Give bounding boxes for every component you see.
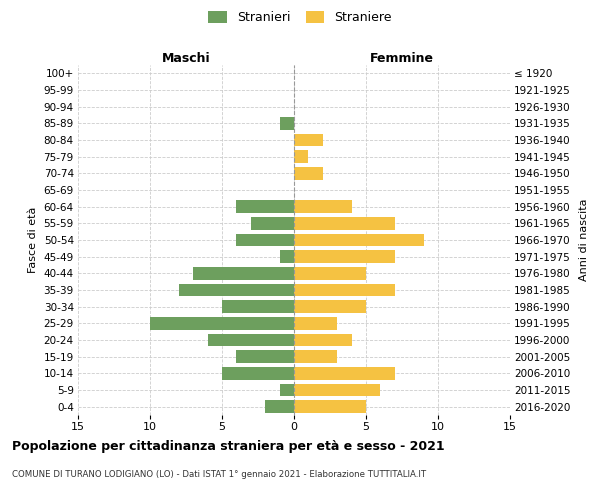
Bar [294,134,323,146]
Bar [280,117,294,130]
Legend: Stranieri, Straniere: Stranieri, Straniere [208,11,392,24]
Bar [294,350,337,363]
Text: Popolazione per cittadinanza straniera per età e sesso - 2021: Popolazione per cittadinanza straniera p… [12,440,445,453]
Bar [222,300,294,313]
Bar [294,250,395,263]
Bar [294,200,352,213]
Bar [294,367,395,380]
Bar [294,334,352,346]
Bar [294,150,308,163]
Bar [222,367,294,380]
Bar [251,217,294,230]
Bar [294,284,395,296]
Bar [236,350,294,363]
Bar [294,167,323,179]
Bar [280,384,294,396]
Bar [179,284,294,296]
Bar [150,317,294,330]
Bar [193,267,294,280]
Bar [294,217,395,230]
Bar [294,267,366,280]
Text: Maschi: Maschi [161,52,211,65]
Bar [236,234,294,246]
Bar [294,400,366,413]
Bar [236,200,294,213]
Bar [208,334,294,346]
Y-axis label: Fasce di età: Fasce di età [28,207,38,273]
Bar [294,384,380,396]
Bar [294,317,337,330]
Text: COMUNE DI TURANO LODIGIANO (LO) - Dati ISTAT 1° gennaio 2021 - Elaborazione TUTT: COMUNE DI TURANO LODIGIANO (LO) - Dati I… [12,470,426,479]
Bar [280,250,294,263]
Y-axis label: Anni di nascita: Anni di nascita [579,198,589,281]
Bar [294,234,424,246]
Text: Femmine: Femmine [370,52,434,65]
Bar [294,300,366,313]
Bar [265,400,294,413]
